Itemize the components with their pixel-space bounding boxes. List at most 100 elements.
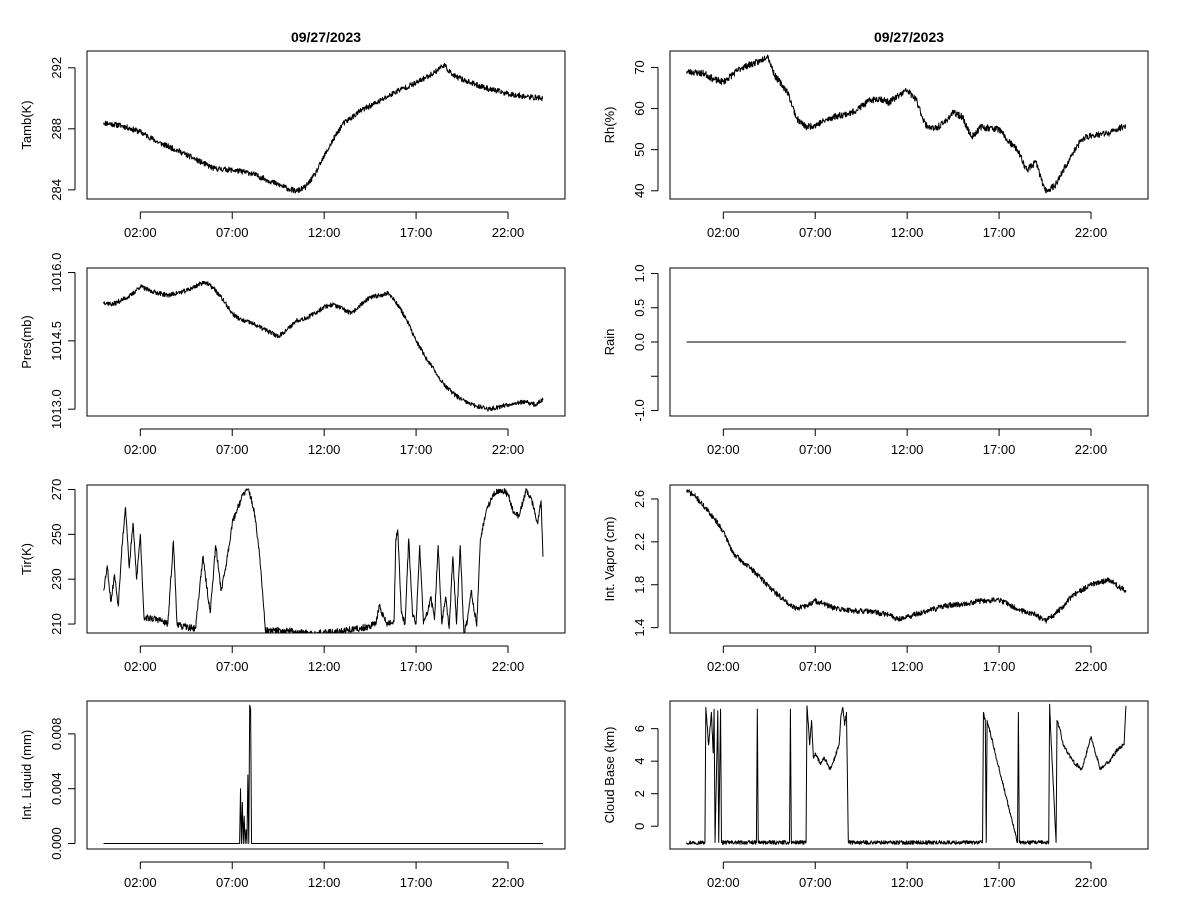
x-tick-label-cloudbase: 17:00 (983, 875, 1016, 890)
x-tick-label-tir: 17:00 (400, 659, 433, 674)
y-tick-label-rain: 0.0 (632, 333, 647, 351)
x-tick-label-tamb: 22:00 (492, 225, 525, 240)
y-tick-label-cloudbase: 4 (632, 758, 647, 765)
y-tick-label-tir: 250 (49, 523, 64, 545)
x-tick-label-rh: 22:00 (1075, 225, 1108, 240)
x-tick-label-rain: 02:00 (707, 442, 740, 457)
y-tick-label-tir: 270 (49, 479, 64, 501)
series-line-tir (103, 488, 544, 634)
series-line-liquid (103, 704, 543, 845)
y-tick-label-liquid: 0.008 (49, 718, 64, 751)
series-line-cloudbase (686, 703, 1127, 845)
series-line-vapor (686, 489, 1127, 624)
x-tick-label-rh: 02:00 (707, 225, 740, 240)
y-tick-label-vapor: 1.4 (632, 619, 647, 637)
y-tick-label-tamb: 288 (49, 118, 64, 140)
x-tick-label-tir: 12:00 (308, 659, 341, 674)
plot-frame-cloudbase (669, 700, 1149, 850)
y-axis-label-tamb: Tamb(K) (19, 100, 34, 149)
x-tick-label-rh: 07:00 (799, 225, 832, 240)
y-tick-label-liquid: 0.004 (49, 772, 64, 805)
x-tick-label-tamb: 12:00 (308, 225, 341, 240)
x-tick-label-rain: 22:00 (1075, 442, 1108, 457)
y-tick-label-rh: 60 (632, 101, 647, 115)
y-axis-label-tir: Tir(K) (19, 543, 34, 575)
x-tick-label-tir: 07:00 (216, 659, 249, 674)
x-tick-label-pres: 07:00 (216, 442, 249, 457)
panel-tir: Tir(K) 210 230 250 270 02:00 07:00 12:00 17:00 22… (19, 479, 566, 674)
x-tick-label-pres: 12:00 (308, 442, 341, 457)
y-tick-label-rh: 40 (632, 184, 647, 198)
panel-rain: Rain -1.0 0.0 0.5 1.0 02:00 07:00 12:00 17:00 22:… (602, 264, 1149, 457)
x-tick-label-vapor: 17:00 (983, 659, 1016, 674)
y-axis-label-vapor: Int. Vapor (cm) (602, 516, 617, 601)
x-tick-label-rain: 07:00 (799, 442, 832, 457)
x-tick-label-vapor: 22:00 (1075, 659, 1108, 674)
x-tick-label-tir: 02:00 (124, 659, 157, 674)
x-tick-label-liquid: 17:00 (400, 875, 433, 890)
panel-title-rh: 09/27/2023 (874, 29, 944, 45)
y-tick-label-rain: 1.0 (632, 264, 647, 282)
x-tick-label-cloudbase: 22:00 (1075, 875, 1108, 890)
y-tick-label-tamb: 292 (49, 57, 64, 79)
x-tick-label-liquid: 22:00 (492, 875, 525, 890)
panel-vapor: Int. Vapor (cm) 1.4 1.8 2.2 2.6 02:00 07:00 12:… (602, 484, 1149, 674)
y-tick-label-tir: 210 (49, 613, 64, 635)
x-tick-label-vapor: 02:00 (707, 659, 740, 674)
y-tick-label-vapor: 1.8 (632, 576, 647, 594)
x-tick-label-rh: 17:00 (983, 225, 1016, 240)
x-tick-label-tamb: 17:00 (400, 225, 433, 240)
panel-rh: 09/27/2023 Rh(%) 40 50 60 70 02:00 07:00 12:00 17… (602, 29, 1149, 240)
x-tick-label-liquid: 07:00 (216, 875, 249, 890)
y-tick-label-pres: 1014.5 (49, 321, 64, 361)
panel-cloudbase: Cloud Base (km) 0 2 4 6 02:00 07:00 12:00 17:00 2… (602, 700, 1149, 890)
y-tick-label-liquid: 0.000 (49, 827, 64, 860)
x-tick-label-cloudbase: 07:00 (799, 875, 832, 890)
x-tick-label-vapor: 12:00 (891, 659, 924, 674)
plot-frame-tamb (86, 50, 566, 200)
plot-frame-vapor (669, 484, 1149, 634)
x-tick-label-vapor: 07:00 (799, 659, 832, 674)
series-line-pres (103, 280, 544, 412)
x-tick-label-pres: 17:00 (400, 442, 433, 457)
x-tick-label-tir: 22:00 (492, 659, 525, 674)
y-tick-label-rh: 70 (632, 60, 647, 74)
y-axis-label-liquid: Int. Liquid (mm) (19, 730, 34, 820)
panel-pres: Pres(mb) 1013.0 1014.5 1016.0 02:00 07:00 12:0… (19, 253, 566, 457)
x-tick-label-liquid: 12:00 (308, 875, 341, 890)
y-tick-label-cloudbase: 6 (632, 725, 647, 732)
x-tick-label-rain: 17:00 (983, 442, 1016, 457)
y-tick-label-vapor: 2.6 (632, 490, 647, 508)
y-axis-label-rh: Rh(%) (602, 107, 617, 144)
x-tick-label-liquid: 02:00 (124, 875, 157, 890)
y-axis-label-rain: Rain (602, 329, 617, 356)
y-tick-label-pres: 1016.0 (49, 253, 64, 293)
plot-frame-tir (86, 484, 566, 634)
x-tick-label-cloudbase: 02:00 (707, 875, 740, 890)
y-tick-label-rain: -1.0 (632, 399, 647, 421)
panel-title-tamb: 09/27/2023 (291, 29, 361, 45)
plot-frame-pres (86, 267, 566, 417)
y-axis-label-pres: Pres(mb) (19, 315, 34, 368)
y-tick-label-pres: 1013.0 (49, 389, 64, 429)
y-tick-label-rain: 0.5 (632, 299, 647, 317)
y-tick-label-vapor: 2.2 (632, 533, 647, 551)
panel-tamb: 09/27/2023 Tamb(K) 284 288 292 02:00 07:00 12:0… (19, 29, 566, 240)
x-tick-label-tamb: 02:00 (124, 225, 157, 240)
plot-frame-liquid (86, 700, 566, 850)
x-tick-label-pres: 22:00 (492, 442, 525, 457)
series-line-rh (686, 54, 1127, 194)
y-tick-label-rh: 50 (632, 142, 647, 156)
x-tick-label-tamb: 07:00 (216, 225, 249, 240)
y-tick-label-tamb: 284 (49, 179, 64, 201)
x-tick-label-rh: 12:00 (891, 225, 924, 240)
x-tick-label-cloudbase: 12:00 (891, 875, 924, 890)
panel-liquid: Int. Liquid (mm) 0.000 0.004 0.008 02:00 07:0… (19, 700, 566, 890)
y-axis-label-cloudbase: Cloud Base (km) (602, 727, 617, 824)
plot-frame-rain (669, 267, 1149, 417)
plot-frame-rh (669, 50, 1149, 200)
y-tick-label-cloudbase: 0 (632, 823, 647, 830)
y-tick-label-cloudbase: 2 (632, 790, 647, 797)
y-tick-label-tir: 230 (49, 568, 64, 590)
